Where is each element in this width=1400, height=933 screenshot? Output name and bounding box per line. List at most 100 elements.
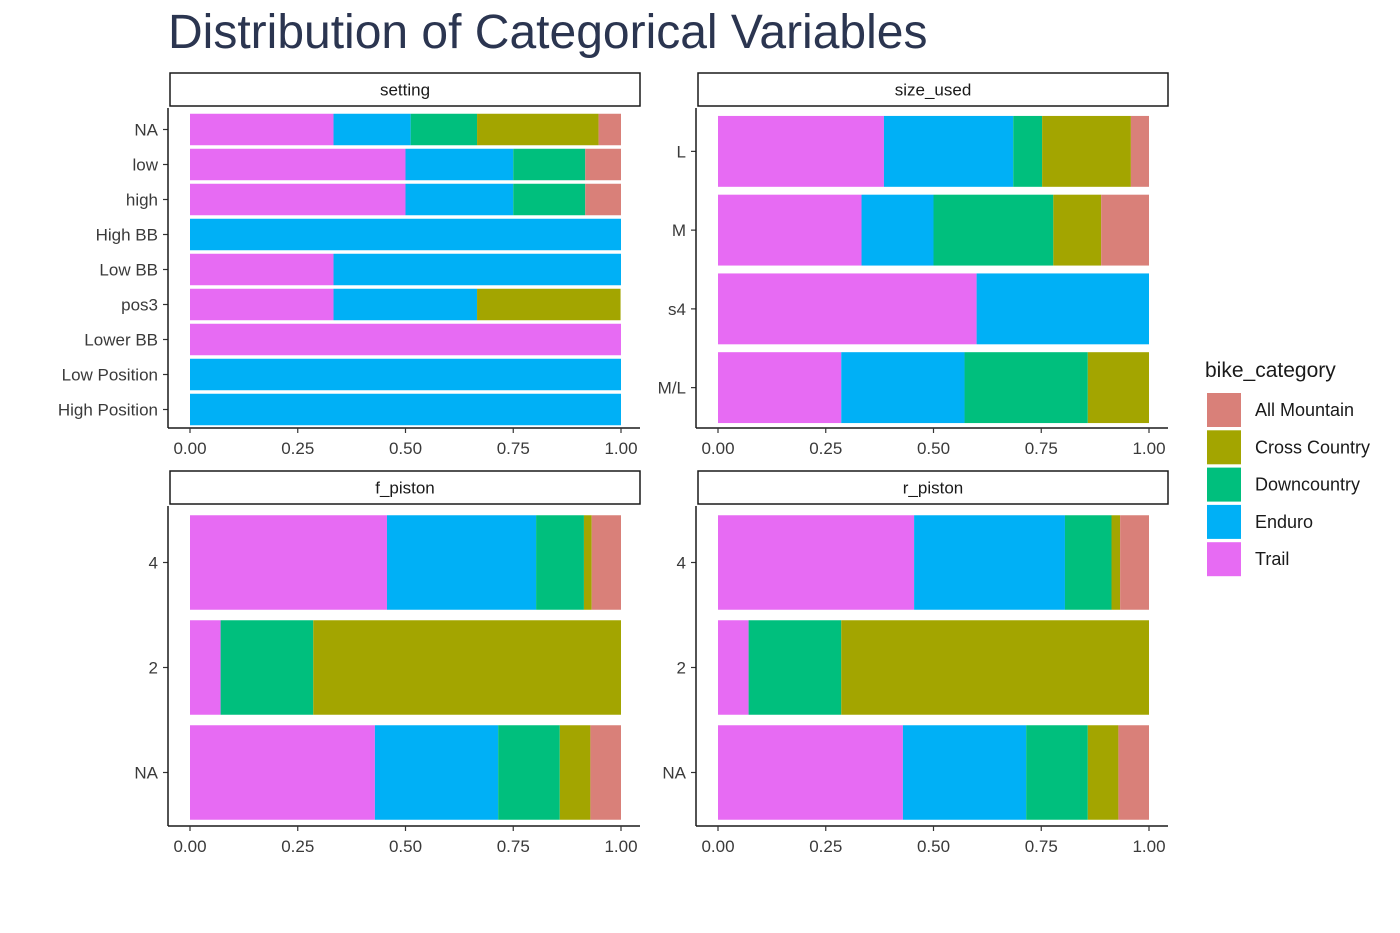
bar-segment-trail: [190, 620, 221, 715]
x-tick-label: 0.00: [173, 439, 206, 458]
x-tick-label: 1.00: [1132, 439, 1165, 458]
x-tick-label: 0.75: [497, 439, 530, 458]
y-tick-label: 2: [677, 659, 686, 678]
bar-segment-trail: [718, 725, 903, 820]
bar-segment-cross-country: [1087, 352, 1149, 424]
bar-segment-cross-country: [559, 725, 591, 820]
bar-segment-all-mountain: [1101, 194, 1149, 266]
panel-r_piston: r_piston 4 2 NA 0.00 0.25 0.50 0.75 1.00: [662, 470, 1169, 856]
bar-segment-cross-country: [1042, 115, 1131, 187]
bar-segment-enduro: [902, 725, 1027, 820]
bar-segment-downcountry: [513, 183, 586, 216]
bar-segment-trail: [190, 253, 334, 286]
bar-segment-all-mountain: [590, 725, 621, 820]
y-tick-label: Low Position: [62, 366, 158, 385]
bar-segment-cross-country: [1111, 515, 1121, 610]
bar-segment-enduro: [914, 515, 1065, 610]
y-tick-label: Low BB: [99, 261, 158, 280]
x-tick-label: 0.50: [917, 439, 950, 458]
bar-segment-all-mountain: [585, 148, 621, 181]
bar-segment-enduro: [333, 113, 411, 146]
facet-strip-label: size_used: [895, 81, 972, 100]
bar-segment-cross-country: [583, 515, 592, 610]
x-tick-label: 0.75: [1025, 439, 1058, 458]
bar-segment-trail: [190, 515, 387, 610]
bar-segment-trail: [718, 515, 915, 610]
y-tick-label: NA: [662, 764, 686, 783]
bar-segment-downcountry: [410, 113, 478, 146]
bar-segment-all-mountain: [598, 113, 621, 146]
x-tick-label: 0.00: [701, 439, 734, 458]
legend-label: Trail: [1255, 549, 1289, 569]
bar-segment-enduro: [976, 273, 1149, 345]
legend-swatch: [1207, 504, 1241, 539]
bar-segment-enduro: [386, 515, 537, 610]
legend-label: Enduro: [1255, 512, 1313, 532]
bar-segment-downcountry: [536, 515, 584, 610]
bar-segment-all-mountain: [585, 183, 621, 216]
legend-swatch: [1207, 467, 1241, 502]
bar-segment-all-mountain: [1118, 725, 1149, 820]
panel-size_used: size_used L Ms4 M/L 0.00 0.25 0.50 0.75 1.00: [658, 72, 1169, 458]
y-tick-label: low: [132, 156, 158, 175]
x-tick-label: 0.00: [701, 837, 734, 856]
x-tick-label: 0.75: [1025, 837, 1058, 856]
bar-segment-enduro: [405, 183, 514, 216]
bar-segment-enduro: [841, 352, 965, 424]
bar-segment-enduro: [405, 148, 514, 181]
bar-segment-trail: [718, 115, 884, 187]
y-tick-label: high: [126, 191, 158, 210]
bar-segment-enduro: [190, 393, 621, 426]
x-tick-label: 1.00: [604, 439, 637, 458]
facet-strip-label: setting: [380, 81, 430, 100]
panel-setting: setting NA low high High BB Low BB pos3 Lower B…: [58, 72, 641, 458]
bar-segment-downcountry: [513, 148, 586, 181]
x-tick-label: 1.00: [1132, 837, 1165, 856]
y-tick-label: pos3: [121, 296, 158, 315]
x-tick-label: 0.50: [389, 837, 422, 856]
bar-segment-trail: [190, 725, 375, 820]
bar-segment-downcountry: [1064, 515, 1112, 610]
bar-segment-trail: [190, 113, 334, 146]
bar-segment-trail: [190, 323, 621, 356]
y-tick-label: 2: [149, 659, 158, 678]
bar-segment-trail: [718, 352, 842, 424]
chart-title: Distribution of Categorical Variables: [168, 6, 927, 59]
bar-segment-enduro: [861, 194, 934, 266]
bar-segment-enduro: [190, 358, 621, 391]
bar-segment-all-mountain: [591, 515, 621, 610]
bar-segment-enduro: [333, 253, 621, 286]
legend: bike_category All Mountain Cross Country D…: [1205, 359, 1370, 577]
bar-segment-trail: [190, 183, 406, 216]
y-tick-label: M: [672, 221, 686, 240]
x-tick-label: 0.50: [389, 439, 422, 458]
bar-segment-enduro: [374, 725, 499, 820]
y-tick-label: High BB: [96, 226, 158, 245]
facet-strip: [697, 470, 1169, 505]
facet-strip-label: r_piston: [903, 479, 963, 498]
facet-strip: [169, 72, 641, 107]
bar-segment-cross-country: [1087, 725, 1119, 820]
bar-segment-enduro: [883, 115, 1014, 187]
y-tick-label: M/L: [658, 379, 686, 398]
bar-segment-downcountry: [498, 725, 560, 820]
legend-swatch: [1207, 393, 1241, 427]
y-tick-label: Lower BB: [84, 331, 158, 350]
bar-segment-all-mountain: [1120, 515, 1149, 610]
legend-label: Downcountry: [1255, 475, 1360, 495]
bar-segment-trail: [718, 194, 862, 266]
legend-title: bike_category: [1205, 359, 1336, 382]
facet-panels: setting NA low high High BB Low BB pos3 Lower B…: [58, 72, 1169, 856]
x-tick-label: 0.25: [809, 439, 842, 458]
y-tick-label: High Position: [58, 401, 158, 420]
bar-segment-all-mountain: [1130, 115, 1149, 187]
x-tick-label: 1.00: [604, 837, 637, 856]
bar-segment-downcountry: [933, 194, 1054, 266]
facet-strip: [169, 470, 641, 505]
bar-segment-enduro: [190, 218, 621, 251]
legend-swatch: [1207, 542, 1241, 577]
legend-swatch: [1207, 430, 1241, 465]
bar-segment-trail: [190, 148, 406, 181]
bar-segment-downcountry: [1026, 725, 1088, 820]
y-tick-label: NA: [134, 121, 158, 140]
